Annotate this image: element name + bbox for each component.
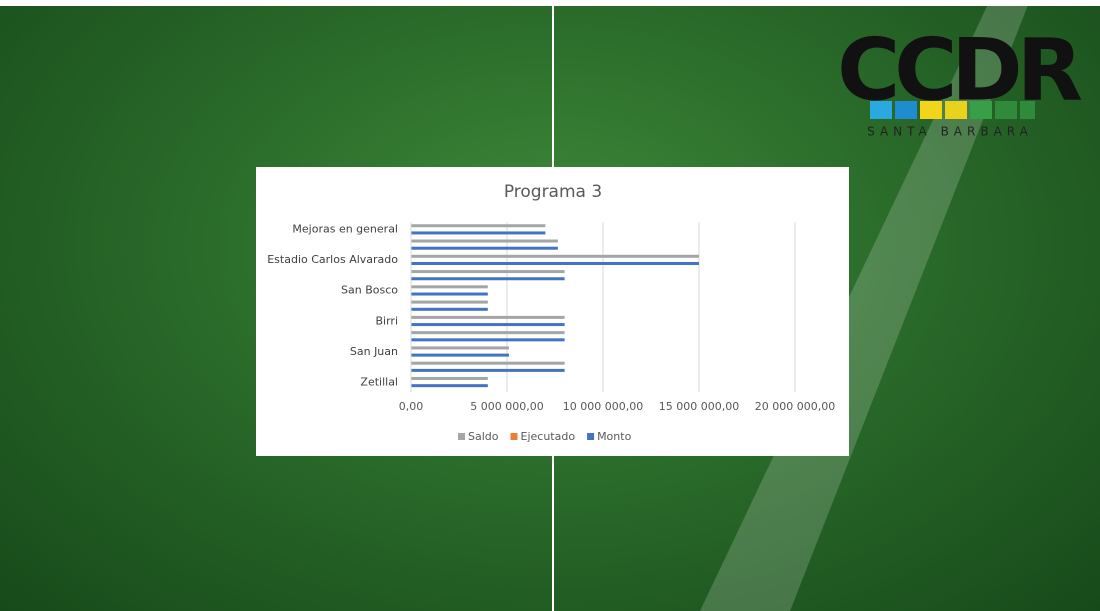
x-tick-label: 5 000 000,00: [470, 400, 543, 413]
legend-swatch: [587, 433, 595, 440]
bar: [411, 361, 565, 365]
x-tick-label: 20 000 000,00: [755, 400, 835, 413]
bar: [411, 323, 565, 327]
bar: [411, 292, 488, 296]
legend-swatch: [510, 433, 518, 440]
y-tick-label: Mejoras en general: [292, 223, 398, 236]
logo-icon: [945, 101, 967, 119]
bar: [411, 246, 558, 250]
legend-swatch: [458, 433, 465, 440]
y-tick-label: San Juan: [350, 345, 398, 358]
legend-label: Saldo: [468, 430, 499, 443]
bar: [411, 315, 565, 319]
y-tick-label: Birri: [375, 314, 398, 327]
logo-icon: [970, 101, 992, 119]
bar: [411, 300, 488, 304]
logo: CCDR SANTA BARBARA: [837, 20, 1088, 139]
logo-icon: [870, 101, 892, 119]
bar: [411, 353, 509, 357]
x-tick-label: 0,00: [399, 400, 424, 413]
bar: [411, 338, 565, 342]
bar: [411, 261, 699, 265]
bar: [411, 376, 488, 380]
logo-icon: [895, 101, 917, 119]
logo-icon: [1020, 101, 1035, 119]
chart-title: Programa 3: [504, 182, 602, 202]
y-tick-label: San Bosco: [341, 284, 398, 297]
legend-label: Ejecutado: [521, 430, 576, 443]
top-border: [0, 0, 1100, 6]
logo-subtitle: SANTA BARBARA: [867, 125, 1033, 139]
bar: [411, 231, 546, 235]
bar: [411, 277, 565, 281]
y-tick-label: Estadio Carlos Alvarado: [267, 253, 398, 266]
bar: [411, 285, 488, 289]
bar: [411, 384, 488, 388]
x-tick-label: 10 000 000,00: [563, 400, 643, 413]
bar: [411, 331, 565, 335]
logo-icon: [920, 101, 942, 119]
bar: [411, 346, 509, 350]
chart-area: [256, 167, 849, 456]
bar: [411, 307, 488, 311]
y-tick-label: Zetillal: [360, 375, 398, 388]
logo-icon: [995, 101, 1017, 119]
bar: [411, 254, 699, 258]
bar: [411, 239, 558, 243]
legend-label: Monto: [597, 430, 632, 443]
field-line: [700, 0, 1030, 611]
bar: [411, 368, 565, 372]
bar: [411, 224, 546, 228]
bar: [411, 270, 565, 274]
x-tick-label: 15 000 000,00: [659, 400, 739, 413]
